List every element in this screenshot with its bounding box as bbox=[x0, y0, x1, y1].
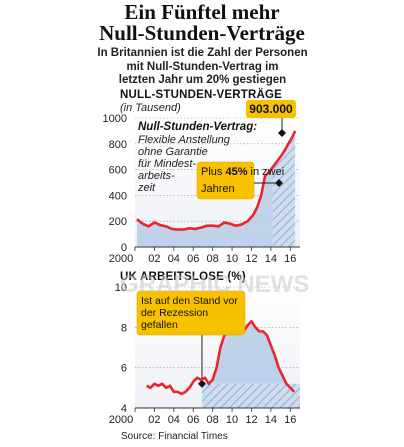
chart2-xtick-label: 10 bbox=[226, 414, 238, 426]
chart1-ytick-label: 800 bbox=[109, 139, 127, 151]
chart1-ytick-label: 200 bbox=[109, 216, 127, 228]
chart2-xtick-label: 02 bbox=[148, 414, 160, 426]
chart2-annotation-box bbox=[136, 290, 246, 336]
chart2-xtick-label: 2000 bbox=[109, 414, 133, 426]
chart1-callout-value: 903.000 bbox=[249, 102, 293, 116]
chart1-callout-box bbox=[246, 100, 296, 118]
chart2-annotation-line: gefallen bbox=[141, 319, 178, 331]
chart1-definition-line: ohne Garantie bbox=[138, 146, 208, 158]
chart1-ytick-label: 400 bbox=[109, 190, 127, 202]
chart1-xtick-label: 02 bbox=[148, 253, 160, 265]
subtitle-line-3: letzten Jahr um 20% gestiegen bbox=[118, 74, 287, 86]
chart2-ytick-label: 8 bbox=[121, 322, 127, 334]
chart2-xtick-label: 06 bbox=[187, 414, 199, 426]
chart1-marker-diamond bbox=[278, 129, 286, 137]
chart2-area-fill bbox=[212, 321, 287, 384]
subtitle-line-2: mit Null-Stunden-Vertrag im bbox=[126, 60, 279, 73]
chart1-definition-line: für Mindest- bbox=[138, 158, 196, 170]
chart2-ytick-label: 10 bbox=[115, 282, 127, 294]
page-subtitle: In Britannien ist die Zahl der Personen … bbox=[90, 47, 315, 88]
subtitle-line-1: In Britannien ist die Zahl der Personen bbox=[97, 47, 308, 59]
chart1-xtick-label: 12 bbox=[245, 253, 257, 265]
chart1-growth-text: Plus bbox=[201, 166, 225, 178]
chart2-xtick-label: 04 bbox=[168, 414, 180, 426]
chart2-xtick-label: 08 bbox=[207, 414, 219, 426]
chart1-growth-line-2: Jahren bbox=[201, 183, 235, 195]
chart1-definition-line: Flexible Anstellung bbox=[138, 134, 231, 146]
source-note: Source: Financial Times bbox=[121, 431, 228, 442]
chart1-xtick-label: 04 bbox=[168, 253, 180, 265]
chart2-xtick-label: 12 bbox=[245, 414, 257, 426]
chart1-growth-line-1: Plus 45% in zwei bbox=[201, 166, 284, 178]
chart2-xtick-label: 14 bbox=[265, 414, 277, 426]
chart2-marker-diamond bbox=[197, 379, 206, 388]
chart2-title: UK ARBEITSLOSE (%) bbox=[120, 271, 246, 283]
chart1-ytick-label: 1000 bbox=[103, 113, 127, 125]
chart1-ytick-label: 0 bbox=[121, 242, 127, 254]
chart1-growth-marker bbox=[275, 179, 283, 187]
chart2-ytick-label: 6 bbox=[121, 363, 127, 375]
watermark: GRAPHIC NEWS bbox=[120, 271, 309, 298]
chart1-definition-title: Null-Stunden-Vertrag: bbox=[138, 121, 257, 133]
chart2-area-hatched bbox=[201, 383, 300, 408]
chart1-growth-percent: 45% bbox=[225, 166, 247, 178]
chart1-xtick-label: 10 bbox=[226, 253, 238, 265]
title-line-1: Ein Fünftel mehr bbox=[124, 0, 280, 24]
chart1-definition-line: zeit bbox=[137, 182, 156, 194]
chart1-area-fill bbox=[136, 167, 273, 247]
title-line-2: Null-Stunden-Verträge bbox=[99, 21, 305, 45]
chart1-definition-line: arbeits- bbox=[138, 170, 175, 182]
chart2-xtick-label: 16 bbox=[284, 414, 296, 426]
chart1-xtick-label: 16 bbox=[284, 253, 296, 265]
chart1-ytick-label: 600 bbox=[109, 165, 127, 177]
chart1-title: NULL-STUNDEN-VERTRÄGE bbox=[120, 89, 282, 101]
chart1-growth-box bbox=[196, 161, 255, 200]
chart1-series-line bbox=[136, 130, 297, 231]
page-title: Ein Fünftel mehr Null-Stunden-Verträge bbox=[0, 2, 404, 44]
chart2-annotation-line: Ist auf den Stand vor bbox=[141, 295, 238, 307]
chart1-xtick-label: 14 bbox=[265, 253, 277, 265]
chart1-xtick-label: 08 bbox=[207, 253, 219, 265]
chart2-ytick-label: 4 bbox=[121, 403, 127, 415]
chart1-xtick-label: 2000 bbox=[109, 253, 133, 265]
chart1-ylabel: (in Tausend) bbox=[120, 102, 181, 114]
chart1-growth-text: in zwei bbox=[248, 166, 285, 178]
chart2-annotation-line: der Rezession bbox=[141, 307, 208, 319]
chart1-xtick-label: 06 bbox=[187, 253, 199, 265]
